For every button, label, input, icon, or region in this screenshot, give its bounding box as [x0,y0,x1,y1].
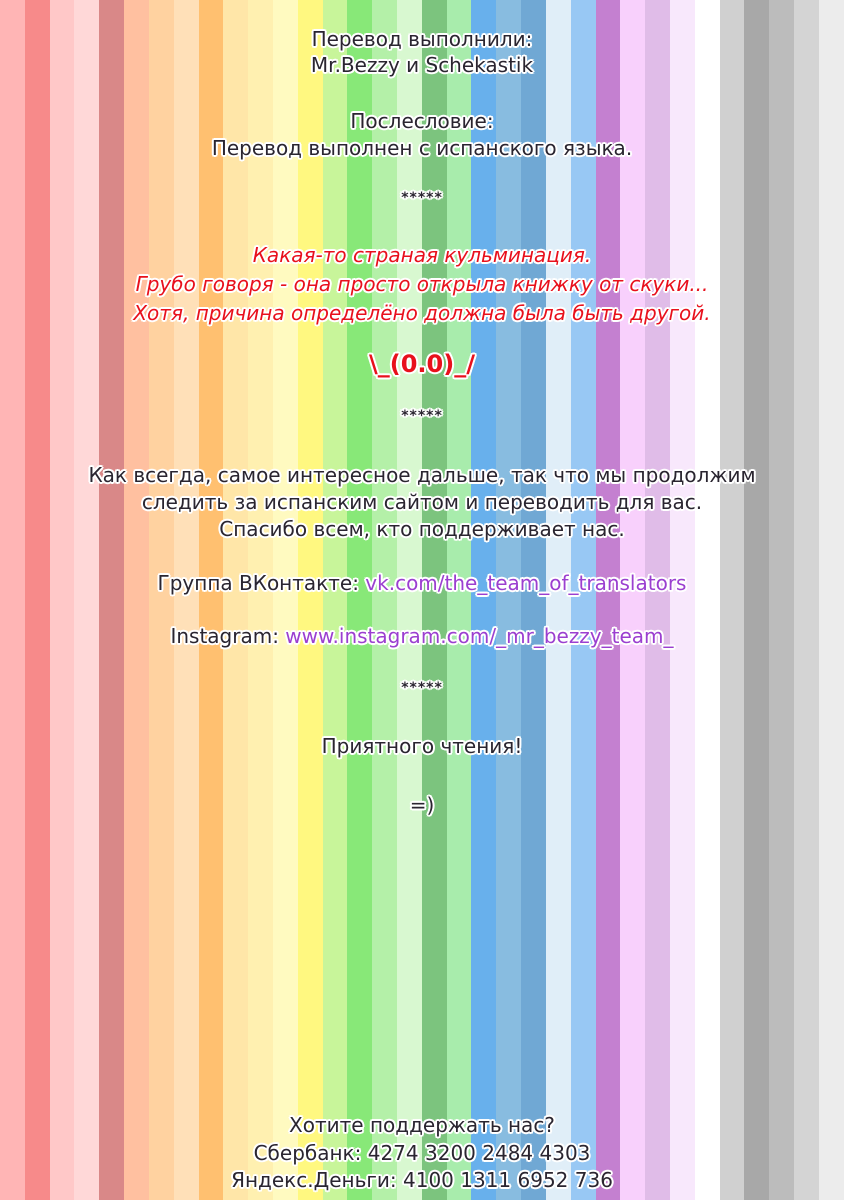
stripe-32 [794,0,819,1200]
stripe-11 [272,0,298,1200]
stripe-24 [595,0,621,1200]
closing-smile: =) [409,793,435,817]
stripe-16 [397,0,422,1200]
comment-line-3: Хотя, причина определёно должна была быт… [133,301,711,325]
shrug-emoticon: \_(0.0)_/ [369,350,475,378]
instagram-link[interactable]: www.instagram.com/_mr_bezzy_team_ [285,624,674,648]
vk-link[interactable]: vk.com/the_team_of_translators [365,571,687,595]
stripe-3 [74,0,100,1200]
stripe-7 [173,0,199,1200]
stripe-25 [620,0,646,1200]
stripe-21 [521,0,546,1200]
stripe-9 [223,0,249,1200]
stripe-12 [297,0,323,1200]
separator-1: ***** [401,190,443,206]
stripe-5 [124,0,149,1200]
stripe-1 [24,0,50,1200]
stripe-10 [248,0,273,1200]
stripe-20 [496,0,522,1200]
stripe-4 [99,0,125,1200]
stripe-26 [645,0,670,1200]
vk-label: Группа ВКонтакте: [157,571,366,595]
stripe-33 [818,0,844,1200]
message-line-1: Как всегда, самое интересное дальше, так… [88,463,756,487]
support-heading: Хотите поддержать нас? [289,1113,555,1137]
afterword-text: Перевод выполнен с испанского языка. [211,136,633,160]
stripe-23 [570,0,596,1200]
comment-line-1: Какая-то страная кульминация. [252,243,592,267]
stripe-19 [471,0,497,1200]
stripe-31 [769,0,794,1200]
stripe-14 [347,0,373,1200]
stripe-18 [446,0,472,1200]
stripe-28 [694,0,720,1200]
stripe-15 [372,0,397,1200]
stripe-8 [198,0,224,1200]
closing-text: Приятного чтения! [321,734,523,758]
credits-names: Mr.Bezzy и Schekastik [310,53,534,77]
stripe-6 [148,0,174,1200]
message-line-2: следить за испанским сайтом и переводить… [141,490,703,514]
stripe-29 [719,0,745,1200]
stripe-27 [669,0,695,1200]
credits-heading: Перевод выполнили: [311,27,533,51]
support-sberbank: Сбербанк: 4274 3200 2484 4303 [253,1141,591,1165]
stripe-13 [322,0,348,1200]
stripe-0 [0,0,25,1200]
separator-2: ***** [401,408,443,424]
instagram-line: Instagram: www.instagram.com/_mr_bezzy_t… [0,624,844,648]
stripe-22 [545,0,571,1200]
comment-line-2: Грубо говоря - она просто открыла книжку… [135,272,709,296]
stripe-2 [49,0,75,1200]
support-yandex: Яндекс.Деньги: 4100 1311 6952 736 [231,1168,613,1192]
vk-group-line: Группа ВКонтакте: vk.com/the_team_of_tra… [0,571,844,595]
stripe-30 [744,0,770,1200]
instagram-label: Instagram: [170,624,286,648]
afterword-heading: Послесловие: [350,109,494,133]
message-line-3: Спасибо всем, кто поддерживает нас. [219,517,625,541]
separator-3: ***** [401,680,443,696]
stripe-17 [421,0,447,1200]
